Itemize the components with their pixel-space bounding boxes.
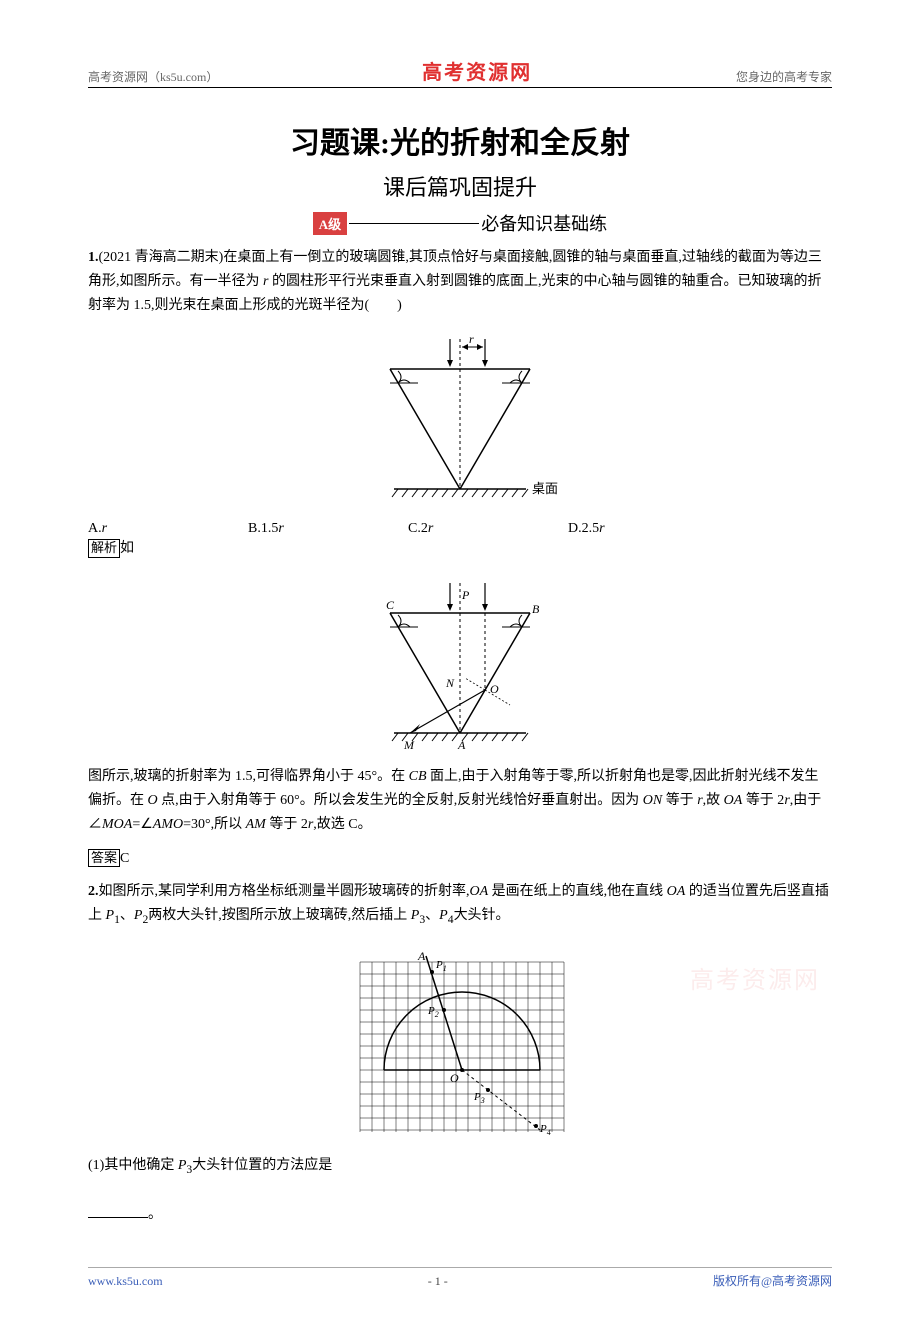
level-bar: A级 必备知识基础练 xyxy=(88,210,832,236)
problem-1-source: (2021 青海高二期末) xyxy=(99,250,224,265)
figure-3: A P1 P2 O P3 P4 xyxy=(88,942,832,1142)
problem-1-choices: A.r B.1.5r C.2r D.2.5r xyxy=(88,521,832,537)
svg-text:桌面: 桌面 xyxy=(532,481,558,496)
svg-text:P2: P2 xyxy=(427,1005,439,1019)
page-number: - 1 - xyxy=(428,1274,448,1289)
svg-text:A: A xyxy=(457,738,466,752)
title-main: 习题课:光的折射和全反射 xyxy=(88,118,832,162)
footer-copyright: 版权所有@高考资源网 xyxy=(713,1272,832,1289)
svg-text:P: P xyxy=(461,588,470,602)
svg-text:O: O xyxy=(450,1071,459,1085)
svg-text:C: C xyxy=(386,598,395,612)
header-left: 高考资源网（ks5u.com） xyxy=(88,68,218,85)
document-page: 高考资源网（ks5u.com） 高考资源网 您身边的高考专家 习题课:光的折射和… xyxy=(0,0,920,1321)
footer-url: www.ks5u.com xyxy=(88,1274,163,1289)
svg-text:r: r xyxy=(469,332,474,346)
choice-b: B.1.5r xyxy=(248,521,408,537)
problem-1-num: 1. xyxy=(88,250,99,265)
header-right: 您身边的高考专家 xyxy=(736,68,832,85)
figure-2: C P B N O M A xyxy=(88,573,832,753)
svg-text:O: O xyxy=(490,682,499,696)
title-sub: 课后篇巩固提升 xyxy=(88,170,832,202)
svg-text:A: A xyxy=(417,949,426,963)
figure-1: r 桌面 xyxy=(88,329,832,509)
level-line xyxy=(349,223,479,224)
choice-a: A.r xyxy=(88,521,248,537)
problem-1: 1.(2021 青海高二期末)在桌面上有一倒立的玻璃圆锥,其顶点恰好与桌面接触,… xyxy=(88,246,832,317)
answer-value: C xyxy=(120,851,129,866)
page-footer: www.ks5u.com - 1 - 版权所有@高考资源网 xyxy=(88,1267,832,1289)
header-logo-text: 高考资源网 xyxy=(422,56,532,85)
svg-text:P4: P4 xyxy=(539,1123,551,1137)
figure-3-svg: A P1 P2 O P3 P4 xyxy=(340,942,580,1142)
svg-text:M: M xyxy=(403,738,415,752)
svg-text:P1: P1 xyxy=(435,959,447,973)
problem-2-num: 2. xyxy=(88,884,99,899)
choice-c: C.2r xyxy=(408,521,568,537)
svg-text:N: N xyxy=(445,676,455,690)
choice-d: D.2.5r xyxy=(568,521,728,537)
problem-2: 2.如图所示,某同学利用方格坐标纸测量半圆形玻璃砖的折射率,OA 是画在纸上的直… xyxy=(88,880,832,929)
svg-text:P3: P3 xyxy=(473,1091,485,1105)
problem-2-q1: (1)其中他确定 P3大头针位置的方法应是 。 xyxy=(88,1154,832,1227)
problem-1-analysis-cont: 图所示,玻璃的折射率为 1.5,可得临界角小于 45°。在 CB 面上,由于入射… xyxy=(88,765,832,836)
figure-2-svg: C P B N O M A xyxy=(350,573,570,753)
level-badge: A级 xyxy=(313,212,347,235)
page-header: 高考资源网（ks5u.com） 高考资源网 您身边的高考专家 xyxy=(88,56,832,88)
blank-line xyxy=(88,1204,148,1218)
problem-1-answer: 答案C xyxy=(88,847,832,871)
answer-label: 答案 xyxy=(88,849,120,868)
svg-text:B: B xyxy=(532,602,540,616)
level-text: 必备知识基础练 xyxy=(481,210,607,236)
analysis-label: 解析 xyxy=(88,539,120,558)
problem-1-analysis: 解析如 xyxy=(88,537,832,561)
figure-1-svg: r 桌面 xyxy=(350,329,570,509)
